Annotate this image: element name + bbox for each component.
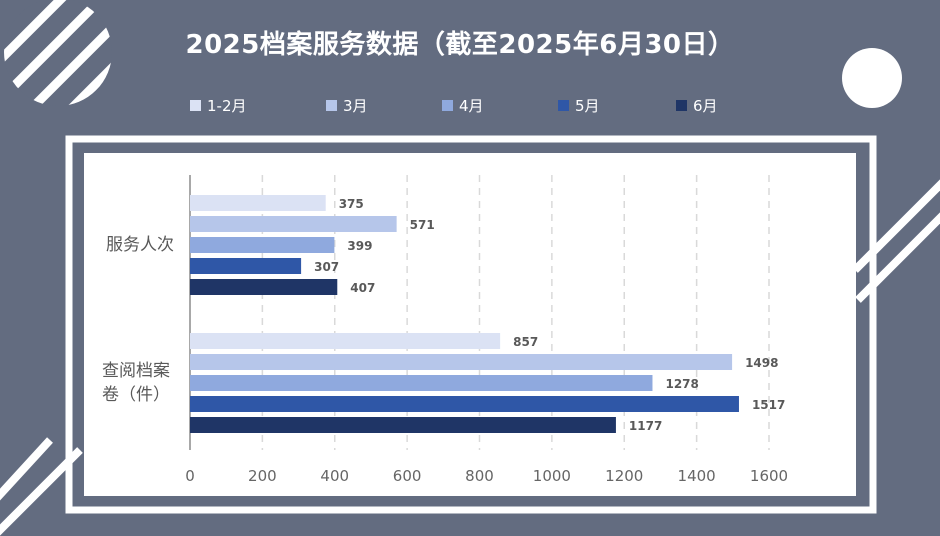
- bar: [190, 258, 302, 274]
- x-tick-label: 400: [320, 467, 349, 485]
- category-label: 查阅档案卷（件）: [102, 361, 170, 405]
- legend-swatch: [676, 100, 687, 111]
- legend-swatch: [190, 100, 201, 111]
- bar: [190, 417, 616, 433]
- data-label: 307: [314, 260, 339, 274]
- bar: [190, 237, 335, 253]
- data-label: 571: [410, 218, 435, 232]
- legend-label: 6月: [693, 97, 718, 115]
- legend-swatch: [442, 100, 453, 111]
- legend-item: 6月: [676, 95, 718, 116]
- legend-label: 4月: [459, 97, 484, 115]
- legend-item: 1-2月: [190, 95, 247, 116]
- bar: [190, 354, 733, 370]
- legend-item: 3月: [326, 95, 368, 116]
- x-tick-label: 0: [185, 467, 195, 485]
- data-label: 1517: [752, 398, 785, 412]
- data-label: 407: [350, 281, 375, 295]
- legend-swatch: [558, 100, 569, 111]
- x-tick-label: 1000: [533, 467, 571, 485]
- bar: [190, 396, 739, 412]
- legend-label: 3月: [343, 97, 368, 115]
- legend-label: 1-2月: [207, 97, 247, 115]
- x-tick-label: 600: [393, 467, 422, 485]
- bar: [190, 375, 653, 391]
- bar: [190, 216, 397, 232]
- striped-circle-decoration: [4, 0, 112, 106]
- x-tick-label: 1600: [750, 467, 788, 485]
- bar: [190, 333, 501, 349]
- category-label: 服务人次: [106, 235, 174, 255]
- outer-frame: [65, 135, 877, 514]
- bar: [190, 279, 338, 295]
- data-label: 1498: [745, 356, 778, 370]
- page-title: 2025档案服务数据（截至2025年6月30日）: [185, 30, 735, 60]
- legend-label: 5月: [575, 97, 600, 115]
- circle-decoration: [842, 48, 902, 108]
- x-tick-label: 1400: [678, 467, 716, 485]
- data-label: 375: [339, 197, 364, 211]
- legend-item: 4月: [442, 95, 484, 116]
- diagonal-lines-right: [852, 179, 940, 303]
- legend-item: 5月: [558, 95, 600, 116]
- data-label: 1177: [629, 419, 662, 433]
- data-label: 399: [347, 239, 372, 253]
- data-label: 857: [513, 335, 538, 349]
- data-label: 1278: [665, 377, 698, 391]
- x-tick-label: 200: [248, 467, 277, 485]
- legend-swatch: [326, 100, 337, 111]
- diagonal-lines-left: [0, 437, 83, 536]
- x-tick-label: 1200: [605, 467, 643, 485]
- x-tick-label: 800: [465, 467, 494, 485]
- bar: [190, 195, 326, 211]
